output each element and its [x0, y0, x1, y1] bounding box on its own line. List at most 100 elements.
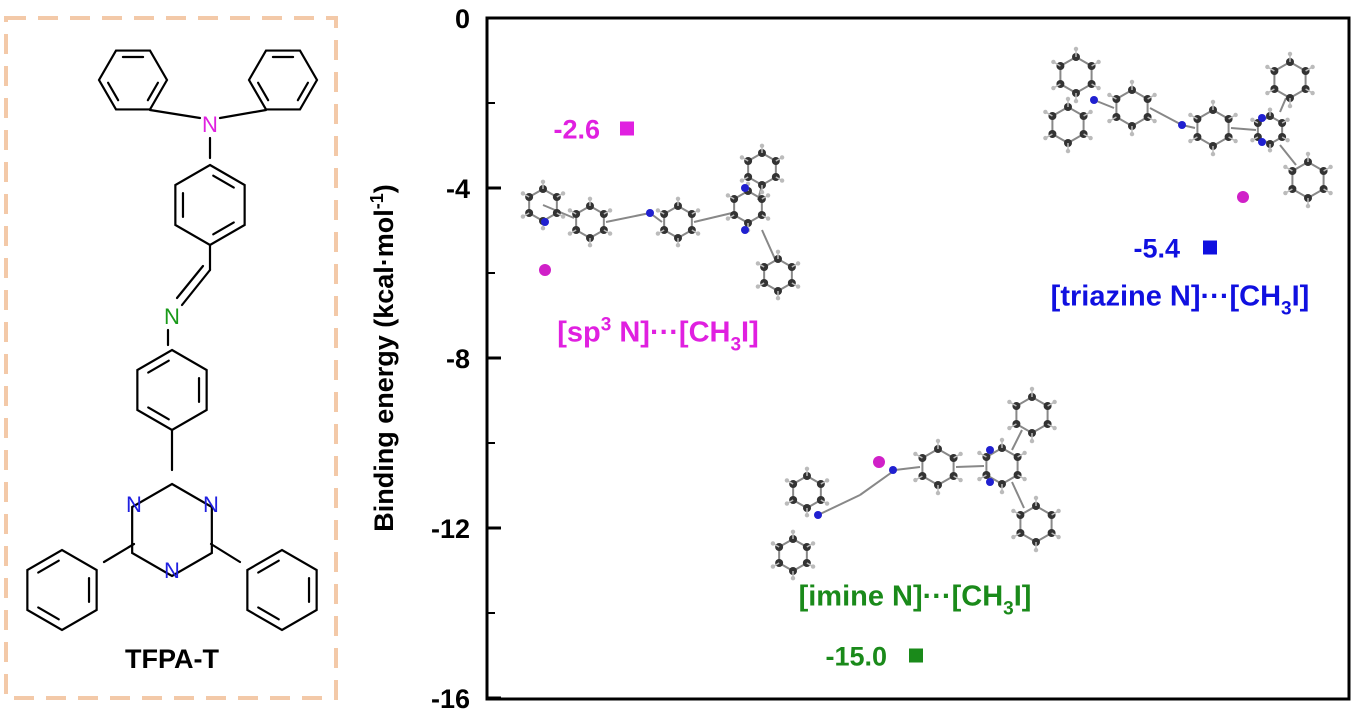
molecule-ring-0-h-atom: [804, 466, 810, 471]
molecule-ring-2-bonds: [663, 204, 693, 240]
molecule-nitrogen: [646, 209, 654, 217]
molecule-ring-5-h-atom: [1305, 151, 1311, 157]
molecule-ring-6-h-atom: [1267, 107, 1273, 112]
y-tick-label: -8: [446, 344, 470, 374]
molecule-nitrogen: [1178, 121, 1186, 129]
value-label-imine: -15.0: [825, 642, 887, 672]
molecule-ring-1-h-atom: [1088, 135, 1093, 141]
site-label-part: I]: [1014, 581, 1032, 613]
data-point-triazine: [1203, 240, 1217, 255]
molecule-ring-0-h-atom: [1051, 85, 1056, 91]
molecule-ring-0-h-atom: [560, 191, 566, 196]
site-label-part: 3: [730, 335, 741, 356]
phenyl-ring-a-double-bond: [212, 174, 235, 189]
molecule-ring-2-h-atom: [655, 208, 661, 213]
molecule-ring-5-h-atom: [1033, 495, 1039, 501]
molecule-ring-4-h-atom: [1265, 90, 1270, 96]
molecule-ring-1-bonds: [1051, 105, 1085, 145]
molecule-ring-5-h-atom: [755, 284, 761, 289]
molecule-ring-2-h-atom: [655, 231, 661, 236]
molecule-nitrogen: [741, 226, 749, 234]
phenyl-ring-top-left-double-bond: [146, 81, 160, 102]
molecule-ring-5-h-atom: [1328, 190, 1333, 196]
molecule-ring-2-h-atom: [675, 243, 681, 248]
molecule-ring-3-h-atom: [765, 193, 771, 198]
phenyl-ring-bottom-left: [26, 548, 98, 632]
site-label-part: [sp: [557, 317, 601, 349]
molecule-ring-3-h-atom: [977, 476, 982, 482]
molecule-nitrogen: [1090, 96, 1098, 104]
molecule-ring-0-h-atom: [1096, 85, 1101, 91]
molecule-ring-1-h-atom: [1043, 135, 1048, 141]
molecule-ring-4-h-atom: [759, 143, 765, 148]
molecule-ring-4-h-atom: [759, 190, 765, 195]
molecule-ring-2-h-atom: [913, 451, 918, 457]
site-label-part: [imine N]···[CH: [799, 581, 1004, 613]
molecule-bond: [859, 469, 896, 496]
molecule-ring-4-h-atom: [1287, 103, 1293, 109]
bond-imine-c-double: [175, 264, 205, 300]
molecule-ring-2-h-atom: [1129, 79, 1135, 85]
molecule-nitrogen: [541, 218, 549, 226]
site-label-part: 3: [1003, 599, 1014, 620]
phenyl-ring-top-right-double-bond: [256, 81, 270, 102]
molecule-ring-5-h-atom: [775, 249, 781, 254]
y-tick-label: -12: [431, 514, 470, 544]
site-label-triazine: [triazine N]···[CH3I]: [1051, 281, 1310, 320]
phenyl-ring-a: [174, 163, 246, 247]
structure-frame: [4, 16, 338, 700]
molecule-bond: [693, 212, 733, 223]
molecule-ring-6-h-atom: [1250, 117, 1255, 123]
molecule-ring-0-bonds: [1059, 55, 1093, 95]
molecule-ring-4-h-atom: [779, 178, 785, 183]
data-points: -2.6[sp3 N]···[CH3I]-5.4[triazine N]···[…: [553, 115, 1309, 672]
molecule-ring-5-bonds: [763, 257, 793, 293]
molecule-ring-1-h-atom: [567, 231, 573, 236]
structure-bonds: [26, 49, 319, 632]
molecule-ring-1-h-atom: [770, 541, 776, 546]
molecule-ring-0-bonds: [792, 474, 822, 510]
molecule-ring-5-h-atom: [1011, 534, 1016, 540]
bond-triazine-right: [209, 542, 242, 564]
molecule-ring-1-h-atom: [810, 564, 816, 569]
molecule-ring-0-h-atom: [1096, 59, 1101, 65]
molecule-ring-3-h-atom: [1210, 151, 1216, 157]
value-label-triazine: -5.4: [1133, 234, 1180, 264]
site-label-part: [triazine N]···[CH: [1051, 281, 1281, 313]
molecule-nitrogen: [741, 184, 749, 192]
molecule-ring-5-h-atom: [1305, 203, 1311, 209]
site-label-part: I]: [1292, 281, 1310, 313]
molecule-ring-1-h-atom: [607, 208, 613, 213]
molecule-ring-5-h-atom: [1283, 190, 1288, 196]
molecule-nitrogen: [986, 446, 994, 454]
data-point-sp3: [620, 121, 634, 136]
molecule-ring-2-bonds: [1115, 88, 1149, 128]
molecule-ring-4-h-atom: [1265, 64, 1270, 70]
molecule-ring-5-h-atom: [1011, 508, 1016, 514]
molecule-ring-2-h-atom: [1107, 118, 1112, 124]
chart-panel: 0-4-8-12-16 Binding energy (kcal·mol-1) …: [367, 4, 1351, 711]
molecule-ring-2-h-atom: [1129, 131, 1135, 137]
molecule-sp3: [520, 143, 801, 301]
molecule-bond: [1149, 107, 1183, 126]
molecule-ring-5-atom: [1016, 511, 1025, 519]
bond-amine-left: [148, 108, 202, 120]
phenyl-ring-a-double-bond: [212, 221, 235, 236]
molecule-ring-2-h-atom: [1107, 92, 1112, 98]
molecule-ring-0-h-atom: [520, 191, 526, 196]
triazine-n-right-label: N: [203, 492, 219, 517]
molecule-nitrogen: [889, 466, 897, 474]
data-point-imine: [909, 648, 923, 663]
molecule-bond: [1279, 144, 1297, 166]
molecule-bond: [817, 494, 861, 516]
site-label-part: 3: [1281, 299, 1292, 320]
molecule-ring-3-h-atom: [1188, 138, 1193, 144]
amine-n-label: N: [202, 112, 218, 137]
phenyl-ring-bottom-left-double-bond: [37, 606, 60, 621]
molecule-ring-3-h-atom: [1233, 112, 1238, 118]
molecule-ring-2-h-atom: [695, 231, 701, 236]
molecule-ring-0-h-atom: [784, 478, 790, 483]
molecule-ring-5-bonds: [1291, 160, 1325, 200]
molecule-ring-5-h-atom: [1283, 164, 1288, 170]
